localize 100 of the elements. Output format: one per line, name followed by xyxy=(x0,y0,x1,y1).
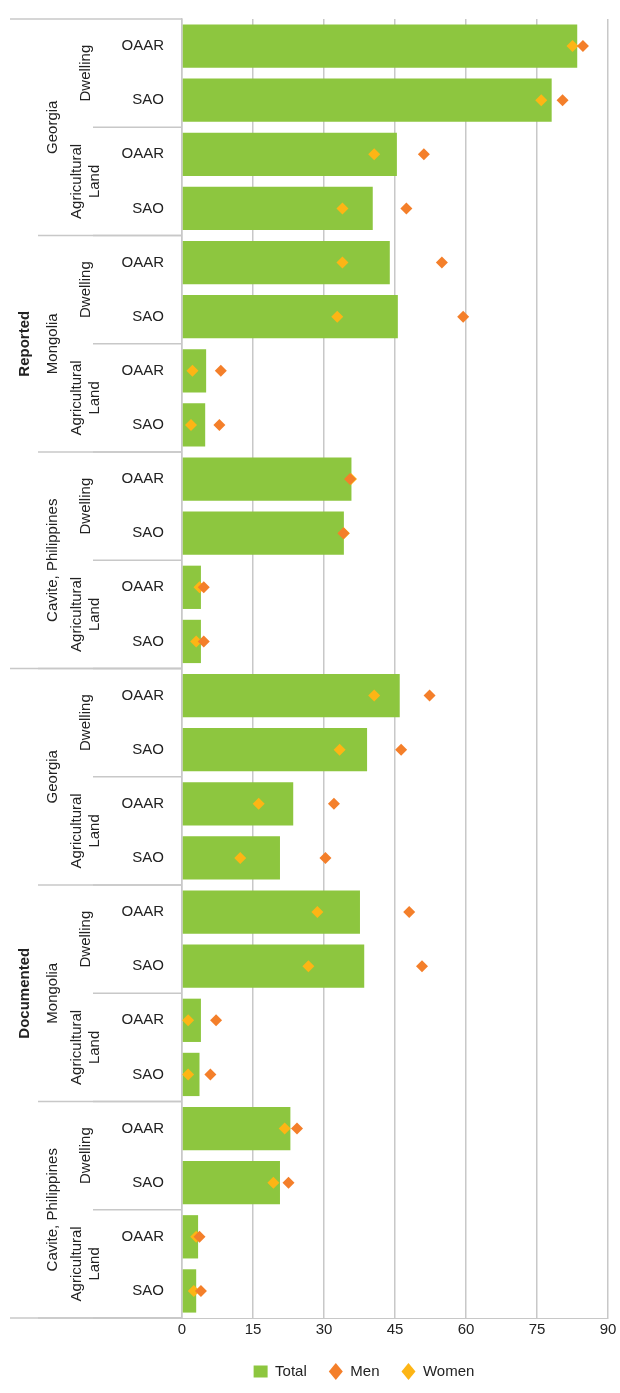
text: Georgia xyxy=(43,749,61,804)
text: Cavite, Philippines xyxy=(43,498,61,622)
text: Reported xyxy=(15,310,33,377)
point xyxy=(319,851,332,864)
text: Dwelling xyxy=(76,477,94,535)
point xyxy=(214,364,227,377)
x-tick-label: 15 xyxy=(244,1320,262,1338)
text: Cavite, Philippines xyxy=(43,1148,61,1272)
y-tick-label: SAO xyxy=(132,956,164,974)
legend-label: Total xyxy=(275,1361,307,1379)
y-tick-label: OAAR xyxy=(121,577,165,595)
point xyxy=(252,797,265,810)
y-tick-label: OAAR xyxy=(121,469,165,487)
point xyxy=(267,1176,280,1189)
y-tick-label: OAAR xyxy=(121,252,165,270)
y-tick-label: OAAR xyxy=(121,144,165,162)
bar xyxy=(182,457,352,501)
text: Documented xyxy=(15,947,33,1039)
point xyxy=(395,743,408,756)
y-tick-label: OAAR xyxy=(121,902,165,920)
point xyxy=(291,1122,304,1135)
point xyxy=(535,94,548,107)
bar xyxy=(182,132,397,176)
point xyxy=(457,310,470,323)
text: Dwelling xyxy=(76,910,94,968)
bar xyxy=(182,673,400,718)
bar xyxy=(182,944,365,988)
bar xyxy=(182,890,360,934)
point xyxy=(400,202,413,215)
bar xyxy=(182,1052,200,1097)
point xyxy=(213,418,226,431)
bar xyxy=(182,782,294,826)
y-tick-label: SAO xyxy=(132,739,164,757)
x-tick-label: 90 xyxy=(599,1320,617,1338)
bar xyxy=(182,295,398,339)
y-tick-label: SAO xyxy=(132,198,164,216)
point xyxy=(210,1014,223,1027)
text: Dwelling xyxy=(76,261,94,318)
bar xyxy=(182,836,280,880)
point xyxy=(403,906,416,919)
y-tick-label: SAO xyxy=(132,90,164,108)
x-tick-label: 45 xyxy=(386,1320,404,1338)
y-tick-label: OAAR xyxy=(121,793,165,811)
y-tick-label: SAO xyxy=(132,1064,164,1082)
point xyxy=(576,40,589,53)
x-tick-label: 0 xyxy=(177,1320,187,1338)
point xyxy=(368,689,381,702)
point xyxy=(331,310,344,323)
y-tick-label: SAO xyxy=(132,415,164,433)
point xyxy=(204,1068,217,1081)
legend-label: Women xyxy=(422,1361,475,1379)
y-tick-label: SAO xyxy=(132,523,164,541)
point xyxy=(556,94,569,107)
text: Agricultural Land xyxy=(67,576,103,652)
bar xyxy=(182,24,578,68)
y-tick-label: OAAR xyxy=(121,1226,165,1244)
bar xyxy=(182,78,552,122)
point xyxy=(333,743,346,756)
point xyxy=(423,689,436,702)
point xyxy=(368,148,381,161)
point xyxy=(415,960,428,973)
point xyxy=(417,148,430,161)
x-tick-label: 60 xyxy=(457,1320,475,1338)
point xyxy=(311,906,324,919)
text: Georgia xyxy=(43,99,61,154)
legend-label: Men xyxy=(350,1361,380,1379)
bar xyxy=(182,728,368,772)
bar xyxy=(182,186,373,231)
point xyxy=(234,851,247,864)
y-tick-label: OAAR xyxy=(121,685,165,703)
text: Agricultural Land xyxy=(67,143,103,219)
bar xyxy=(182,511,344,555)
point xyxy=(302,960,315,973)
y-tick-label: OAAR xyxy=(121,1010,165,1028)
point xyxy=(566,40,579,53)
point xyxy=(197,581,210,594)
text: Agricultural Land xyxy=(67,793,103,869)
bar xyxy=(182,1106,291,1151)
y-tick-label: SAO xyxy=(132,306,164,324)
y-tick-label: SAO xyxy=(132,631,164,649)
point xyxy=(194,1284,207,1297)
point xyxy=(336,256,349,269)
y-tick-label: SAO xyxy=(132,1281,164,1299)
text: Agricultural Land xyxy=(67,360,103,436)
point xyxy=(278,1122,291,1135)
text: Agricultural Land xyxy=(67,1226,103,1302)
y-tick-label: OAAR xyxy=(121,36,165,54)
bar xyxy=(182,998,201,1042)
text: Dwelling xyxy=(76,1127,94,1184)
point xyxy=(435,256,448,269)
bar xyxy=(182,240,390,285)
text: Dwelling xyxy=(76,44,94,102)
point xyxy=(282,1176,295,1189)
bar xyxy=(182,1161,280,1205)
y-tick-label: OAAR xyxy=(121,1118,165,1136)
bar xyxy=(182,403,206,447)
text: Mongolia xyxy=(43,312,61,375)
text: Dwelling xyxy=(76,694,94,751)
bar xyxy=(182,349,207,393)
y-tick-label: OAAR xyxy=(121,360,165,378)
